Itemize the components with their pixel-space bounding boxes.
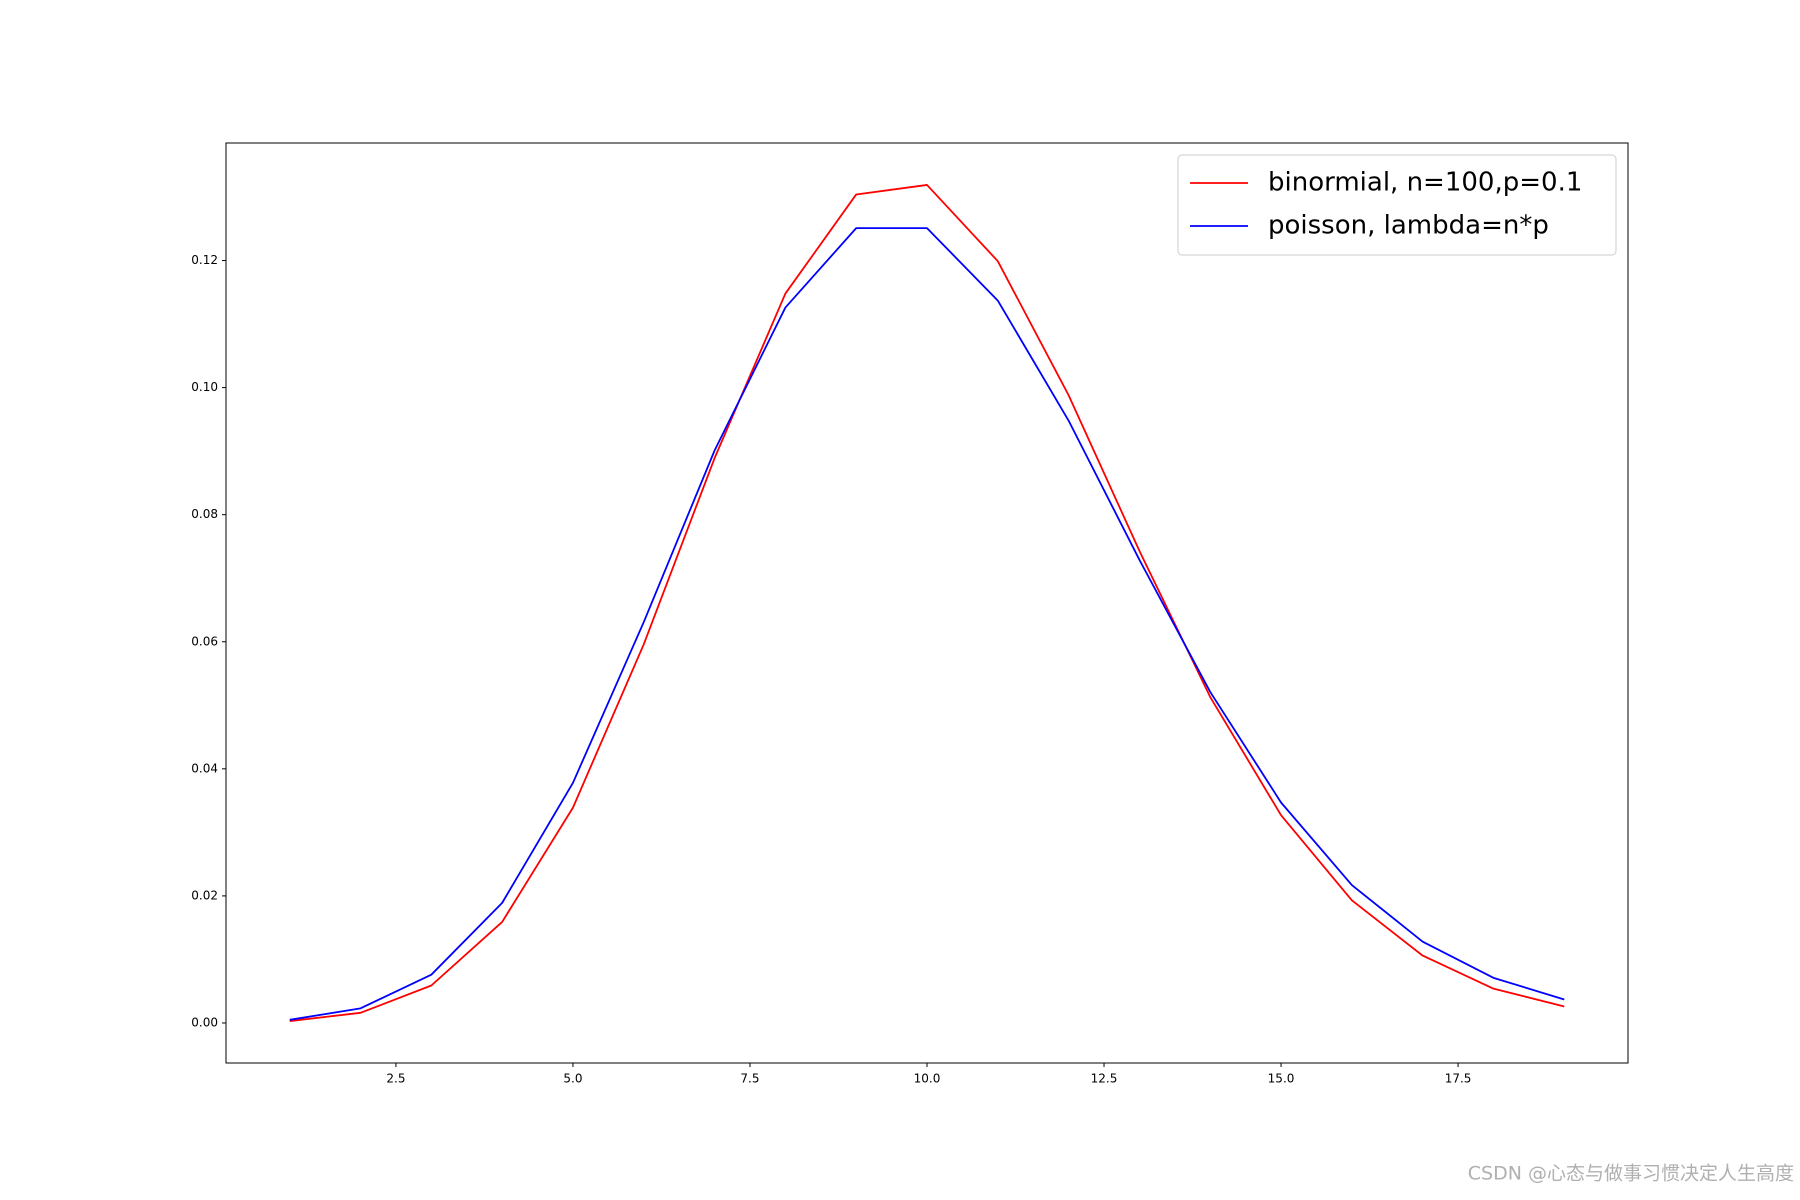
series-line	[289, 184, 1565, 1022]
legend-label: poisson, lambda=n*p	[1268, 211, 1549, 241]
legend-box	[1177, 154, 1617, 256]
x-tick-label: 17.5	[1445, 1072, 1472, 1086]
series-line	[289, 227, 1565, 1021]
x-tick-label: 5.0	[563, 1072, 582, 1086]
x-tick-label: 7.5	[740, 1072, 759, 1086]
y-tick-label: 0.10	[191, 380, 218, 394]
y-tick-label: 0.12	[191, 253, 218, 267]
x-tick-label: 12.5	[1091, 1072, 1118, 1086]
y-tick-label: 0.08	[191, 507, 218, 521]
y-tick-label: 0.00	[191, 1015, 218, 1029]
x-tick-label: 10.0	[914, 1072, 941, 1086]
axes-frame	[225, 142, 1629, 1064]
y-tick-label: 0.06	[191, 634, 218, 648]
watermark: CSDN @心态与做事习惯决定人生高度	[1468, 1163, 1794, 1185]
y-tick-label: 0.04	[191, 761, 218, 775]
x-tick-label: 2.5	[386, 1072, 405, 1086]
y-tick-label: 0.02	[191, 888, 218, 902]
legend-label: binormial, n=100,p=0.1	[1268, 168, 1582, 198]
x-tick-label: 15.0	[1268, 1072, 1295, 1086]
